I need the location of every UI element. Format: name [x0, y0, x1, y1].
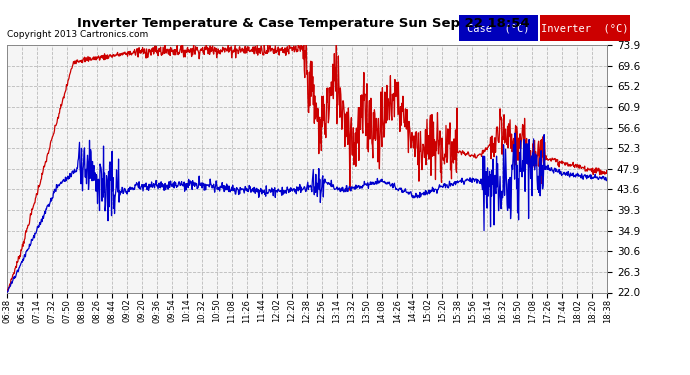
Text: Inverter  (°C): Inverter (°C): [542, 23, 629, 33]
Text: Copyright 2013 Cartronics.com: Copyright 2013 Cartronics.com: [7, 30, 148, 39]
Text: Inverter Temperature & Case Temperature Sun Sep 22 18:54: Inverter Temperature & Case Temperature …: [77, 17, 530, 30]
Text: Case  (°C): Case (°C): [467, 23, 530, 33]
